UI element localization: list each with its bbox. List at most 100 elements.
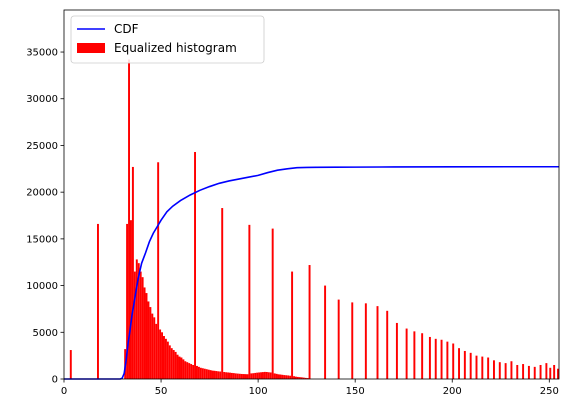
y-tick-label: 15000 xyxy=(26,234,58,245)
histogram-bar xyxy=(279,374,282,379)
histogram-bar xyxy=(269,372,272,379)
histogram-bar xyxy=(252,373,255,379)
histogram-bar xyxy=(296,376,299,379)
histogram-bar xyxy=(139,271,142,379)
histogram-bar xyxy=(250,373,253,379)
histogram-bar xyxy=(186,362,189,379)
histogram-bar xyxy=(163,336,165,379)
histogram-bar xyxy=(405,328,408,379)
y-tick-label: 25000 xyxy=(26,141,58,152)
y-tick-label: 0 xyxy=(52,375,58,386)
histogram-bar xyxy=(223,371,226,379)
histogram-bar xyxy=(131,166,134,379)
histogram-bar xyxy=(196,365,198,379)
histogram-bar xyxy=(236,373,239,379)
histogram-bar xyxy=(440,339,443,379)
histogram-bar xyxy=(229,372,231,379)
histogram-bar xyxy=(184,361,187,379)
histogram-bar xyxy=(168,345,171,379)
histogram-bar xyxy=(133,271,136,379)
histogram-bar xyxy=(263,371,266,379)
histogram-bar xyxy=(304,377,307,379)
histogram-bar xyxy=(504,363,507,379)
histogram-bar xyxy=(510,361,513,379)
histogram-bar xyxy=(248,224,251,379)
legend-histogram-label: Equalized histogram xyxy=(114,41,237,55)
histogram-bar xyxy=(209,370,212,379)
histogram-bar xyxy=(246,374,249,379)
histogram-bar xyxy=(143,287,146,379)
histogram-bar xyxy=(197,366,200,379)
histogram-bar xyxy=(452,343,455,379)
histogram-bar xyxy=(244,374,247,379)
histogram-bar xyxy=(458,348,460,379)
histogram-bar xyxy=(293,376,295,379)
histogram-bar xyxy=(170,348,173,379)
histogram-bar xyxy=(324,285,327,379)
histogram-bar xyxy=(545,363,548,379)
histogram-bar xyxy=(553,364,556,379)
x-tick-label: 250 xyxy=(540,386,559,397)
histogram-bar xyxy=(126,223,129,379)
histogram-bar xyxy=(463,350,466,379)
histogram-bar xyxy=(151,313,154,379)
histogram-bar xyxy=(217,371,220,379)
histogram-bar xyxy=(225,372,228,379)
histogram-bar xyxy=(351,302,354,379)
histogram-bar xyxy=(376,306,379,379)
legend-histogram-swatch xyxy=(77,43,105,53)
histogram-bar xyxy=(469,352,472,379)
histogram-bar xyxy=(159,329,162,379)
histogram-bar xyxy=(300,377,303,379)
histogram-bar xyxy=(205,369,208,379)
histogram-bar xyxy=(395,322,398,379)
histogram-bar xyxy=(421,333,424,379)
histogram-bar xyxy=(557,368,559,379)
x-tick-label: 200 xyxy=(443,386,462,397)
histogram-bar xyxy=(240,373,243,379)
histogram-bar xyxy=(275,373,278,379)
cdf-line xyxy=(64,165,559,380)
histogram-bar xyxy=(413,331,416,379)
histogram-bar xyxy=(265,371,268,379)
histogram-bar xyxy=(190,364,193,379)
histogram-bar xyxy=(172,350,175,379)
y-tick-label: 20000 xyxy=(26,188,58,199)
histogram-bar xyxy=(135,259,138,379)
histogram-bar xyxy=(302,377,305,379)
histogram-bar xyxy=(182,359,185,379)
histogram-bar xyxy=(242,374,245,379)
histogram-bar xyxy=(201,368,204,379)
histogram-bar xyxy=(176,354,179,379)
histogram-bar xyxy=(238,373,241,379)
histogram-bar xyxy=(145,293,148,379)
histogram-bar xyxy=(232,373,235,379)
histogram-bar xyxy=(137,263,140,379)
histogram-bar xyxy=(428,336,431,379)
y-tick-label: 35000 xyxy=(26,48,58,59)
histogram-bar xyxy=(549,367,552,379)
histogram-bar xyxy=(166,341,169,379)
legend-cdf-label: CDF xyxy=(114,22,139,36)
histogram-bar xyxy=(271,228,274,379)
x-tick-label: 150 xyxy=(346,386,365,397)
histogram-bars xyxy=(69,59,559,379)
histogram-bar xyxy=(147,301,150,379)
histogram-bar xyxy=(273,373,276,379)
histogram-bar xyxy=(298,377,301,379)
histogram-bar xyxy=(262,372,264,379)
histogram-bar xyxy=(260,372,262,379)
histogram-bar xyxy=(178,356,181,379)
histogram-bar xyxy=(258,372,261,379)
histogram-bar xyxy=(130,220,132,379)
histogram-bar xyxy=(215,371,218,379)
histogram-bar xyxy=(194,151,196,379)
histogram-bar xyxy=(192,364,195,379)
histogram-bar xyxy=(295,376,297,379)
histogram-bar xyxy=(277,374,280,379)
histogram-bar xyxy=(219,371,222,379)
histogram-bar xyxy=(267,372,270,379)
histogram-bar xyxy=(254,372,257,379)
histogram-bar xyxy=(164,338,167,379)
x-axis: 0 50 100 150 200 250 xyxy=(61,379,559,397)
